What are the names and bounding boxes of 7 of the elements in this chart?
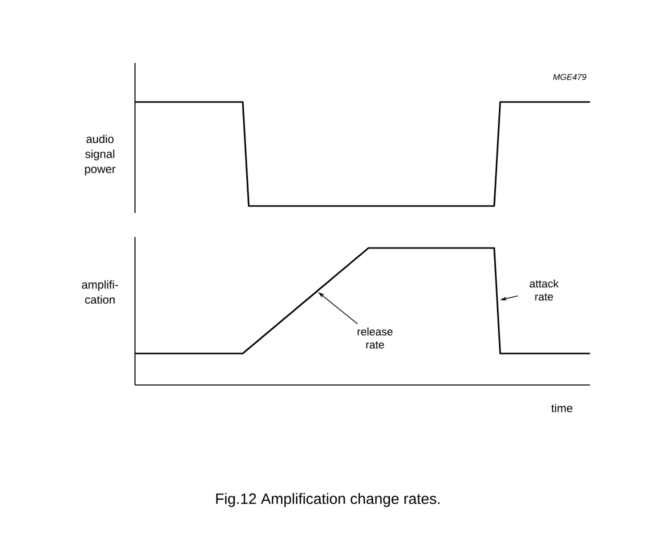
annotation: attack rate	[530, 279, 559, 301]
y-axis-title: audio signal power	[85, 134, 116, 176]
caption: Fig.12 Amplification change rates.	[216, 493, 440, 507]
text: MGE479	[553, 74, 586, 80]
annotation: release rate	[358, 327, 393, 349]
y-axis-title: amplifi-cation	[82, 280, 118, 304]
x-axis-title: time	[551, 404, 572, 412]
